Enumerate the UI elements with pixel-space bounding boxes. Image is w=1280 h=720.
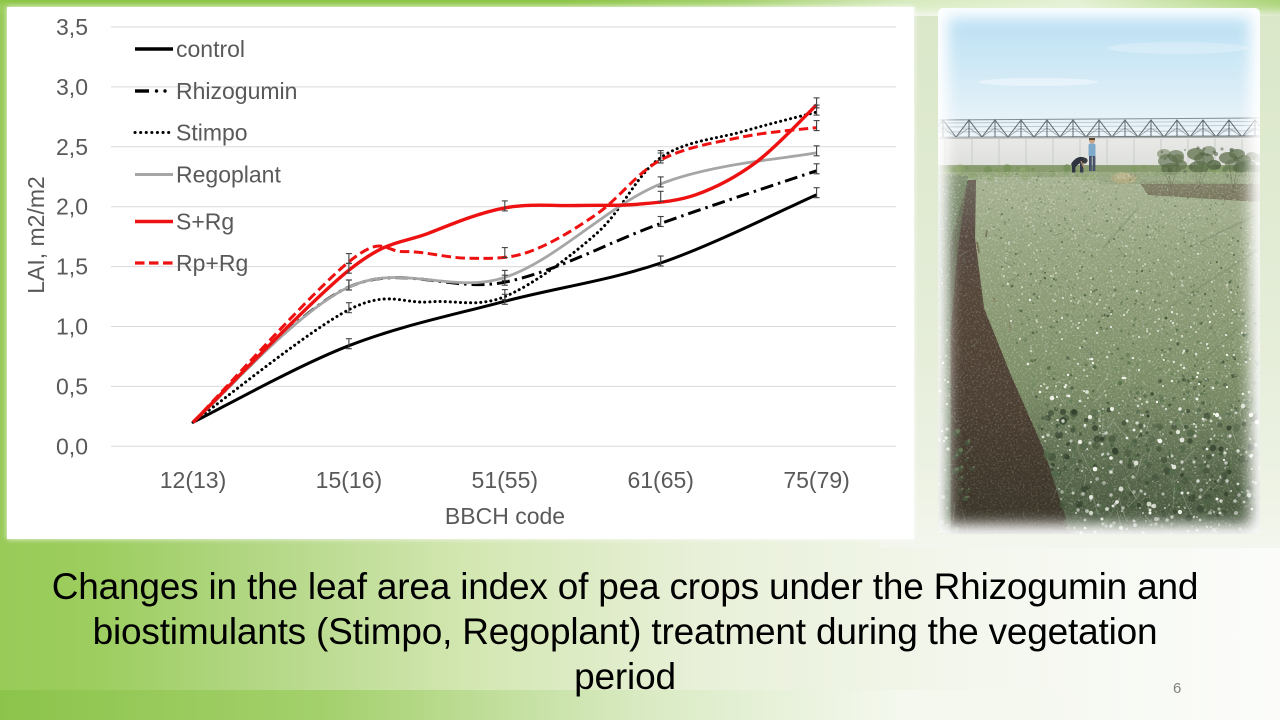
svg-text:S+Rg: S+Rg (176, 209, 234, 235)
svg-text:LAI, m2/m2: LAI, m2/m2 (23, 176, 49, 294)
svg-text:61(65): 61(65) (627, 467, 693, 493)
svg-text:0,0: 0,0 (56, 433, 88, 459)
svg-text:1,0: 1,0 (56, 314, 88, 340)
svg-text:75(79): 75(79) (783, 467, 849, 493)
svg-text:12(13): 12(13) (160, 467, 226, 493)
svg-text:Regoplant: Regoplant (176, 162, 281, 188)
svg-text:control: control (176, 36, 245, 62)
svg-text:BBCH code: BBCH code (445, 503, 565, 529)
svg-text:3,0: 3,0 (56, 74, 88, 100)
svg-text:Stimpo: Stimpo (176, 120, 248, 146)
svg-text:1,5: 1,5 (56, 254, 88, 280)
svg-text:2,0: 2,0 (56, 194, 88, 220)
svg-text:15(16): 15(16) (316, 467, 382, 493)
svg-text:3,5: 3,5 (56, 14, 88, 40)
svg-text:Rhizogumin: Rhizogumin (176, 78, 297, 104)
svg-text:51(55): 51(55) (472, 467, 538, 493)
svg-text:2,5: 2,5 (56, 134, 88, 160)
svg-text:0,5: 0,5 (56, 373, 88, 399)
svg-text:Rp+Rg: Rp+Rg (176, 250, 248, 276)
